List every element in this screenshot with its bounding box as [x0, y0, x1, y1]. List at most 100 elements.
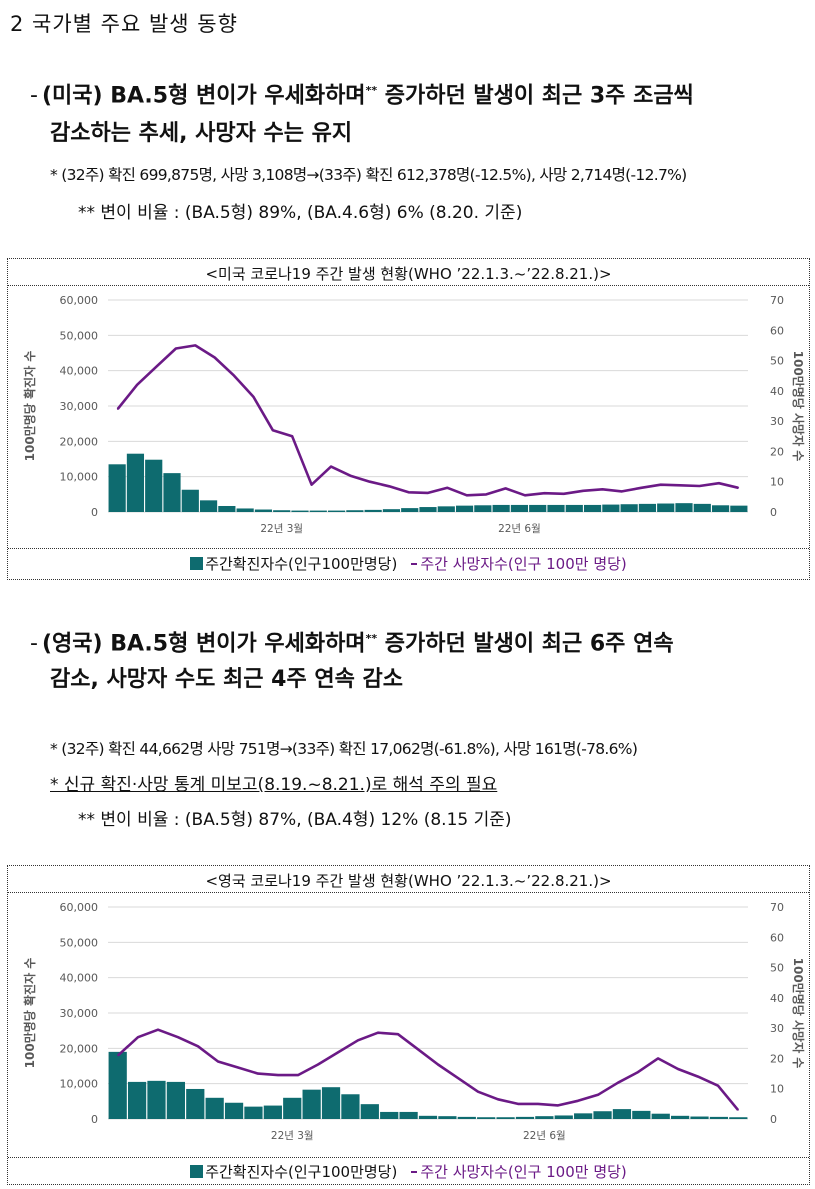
bar-confirmed — [199, 500, 218, 512]
point-deaths — [697, 1075, 699, 1078]
legend-bar-swatch — [190, 1165, 204, 1178]
bar-confirmed — [474, 505, 492, 512]
point-deaths — [233, 374, 235, 377]
us-headline-prefix: (미국) BA.5형 변이가 우세화하며 — [41, 83, 366, 109]
y-tick-label: 10,000 — [60, 471, 99, 484]
uk-headline-prefix: (영국) BA.5형 변이가 우세화하며 — [41, 631, 366, 657]
y-tick-label: 20,000 — [60, 435, 99, 448]
point-deaths — [677, 1068, 679, 1070]
us-note-variant: ** 변이 비율 : (BA.5형) 89%, (BA.4.6형) 6% (8.… — [78, 203, 523, 223]
point-deaths — [237, 1066, 239, 1069]
us-footnote-mark: ** — [365, 84, 378, 97]
legend-line-swatch — [411, 563, 418, 565]
x-tick-label: 22년 3월 — [271, 1130, 314, 1142]
y2-tick-label: 30 — [770, 1022, 784, 1035]
uk-chart-box: <영국 코로나19 주간 발생 현황(WHO ’22.1.3.~’22.8.21… — [7, 865, 810, 1185]
bar-confirmed — [729, 1117, 748, 1119]
bar-confirmed — [593, 1111, 612, 1119]
point-deaths — [397, 1033, 399, 1035]
bar-confirmed — [163, 473, 181, 512]
y2-tick-label: 0 — [770, 506, 777, 519]
point-deaths — [369, 480, 371, 483]
bar-confirmed — [346, 510, 364, 512]
y2-tick-label: 20 — [770, 445, 784, 458]
point-deaths — [417, 1048, 419, 1051]
point-deaths — [737, 1109, 739, 1111]
point-deaths — [659, 483, 662, 486]
y-tick-label: 60,000 — [60, 294, 99, 307]
point-deaths — [297, 1074, 299, 1076]
bar-confirmed — [477, 1117, 496, 1119]
uk-note-variant: ** 변이 비율 : (BA.5형) 87%, (BA.4형) 12% (8.1… — [78, 810, 512, 830]
bar-confirmed — [496, 1117, 515, 1119]
bar-confirmed — [529, 504, 547, 512]
point-deaths — [388, 485, 391, 488]
bar-confirmed — [492, 504, 510, 512]
legend-bar-label: 주간확진자수(인구100만명당) — [205, 555, 398, 573]
y2-tick-label: 10 — [770, 1083, 784, 1096]
point-deaths — [157, 1028, 159, 1031]
y-tick-label: 40,000 — [60, 972, 99, 985]
point-deaths — [485, 493, 487, 496]
bar-confirmed — [693, 503, 711, 512]
bullet-dash: - — [30, 631, 38, 657]
point-deaths — [291, 435, 294, 438]
point-deaths — [310, 483, 313, 486]
bar-confirmed — [554, 1115, 573, 1119]
bar-confirmed — [108, 464, 126, 512]
point-deaths — [272, 429, 274, 432]
y-axis-title: 100만명당 확진자 수 — [22, 351, 37, 462]
bar-confirmed — [341, 1094, 360, 1119]
point-deaths — [737, 486, 740, 489]
point-deaths — [465, 494, 468, 497]
bar-confirmed — [418, 1115, 438, 1119]
point-deaths — [577, 1100, 579, 1102]
legend-line-swatch — [411, 1171, 418, 1173]
point-deaths — [330, 465, 332, 468]
bar-confirmed — [399, 1111, 418, 1119]
y2-tick-label: 20 — [770, 1052, 784, 1065]
bar-confirmed — [602, 504, 620, 512]
bar-confirmed — [181, 489, 199, 512]
point-deaths — [557, 1104, 559, 1107]
bar-confirmed — [126, 453, 145, 512]
legend-bar-swatch — [190, 557, 204, 570]
point-deaths — [717, 1084, 719, 1087]
point-deaths — [446, 486, 449, 489]
us-headline-line2: 감소하는 추세, 사망자 수는 유지 — [50, 121, 353, 146]
y2-tick-label: 0 — [770, 1113, 777, 1126]
bar-confirmed — [236, 508, 254, 512]
point-deaths — [698, 485, 701, 487]
bar-confirmed — [127, 1081, 147, 1119]
y2-tick-label: 70 — [770, 901, 784, 914]
uk-headline-line1: - (영국) BA.5형 변이가 우세화하며** 증가하던 발생이 최근 6주 연… — [30, 620, 674, 663]
bar-confirmed — [632, 1110, 651, 1119]
y2-tick-label: 50 — [770, 962, 784, 975]
point-deaths — [517, 1103, 519, 1105]
bar-confirmed — [457, 1116, 476, 1119]
bar-confirmed — [263, 1105, 282, 1119]
y2-tick-label: 60 — [770, 931, 784, 944]
bar-confirmed — [244, 1106, 263, 1119]
bar-confirmed — [254, 509, 273, 512]
point-deaths — [637, 1071, 639, 1073]
y2-tick-label: 40 — [770, 385, 784, 398]
bar-confirmed — [309, 510, 327, 512]
us-chart: 0 10,000 20,000 30,000 40,000 50,000 60,000 0 10… — [22, 294, 806, 535]
bar-confirmed — [364, 509, 382, 512]
point-deaths — [537, 1103, 539, 1105]
bar-confirmed — [147, 1080, 166, 1119]
point-deaths — [582, 490, 584, 492]
us-headline-suffix: 증가하던 발생이 최근 3주 조금씩 — [377, 83, 694, 109]
bar-confirmed — [218, 505, 236, 512]
point-deaths — [337, 1051, 339, 1054]
point-deaths — [524, 494, 526, 497]
bar-confirmed — [565, 504, 583, 512]
x-tick-label: 22년 3월 — [260, 523, 303, 535]
point-deaths — [194, 344, 197, 347]
bar-confirmed — [612, 1109, 632, 1119]
y2-axis-title: 100만명당 사망자 수 — [791, 351, 806, 462]
bar-confirmed — [438, 1116, 457, 1119]
y-tick-label: 60,000 — [60, 901, 99, 914]
point-deaths — [349, 474, 352, 477]
